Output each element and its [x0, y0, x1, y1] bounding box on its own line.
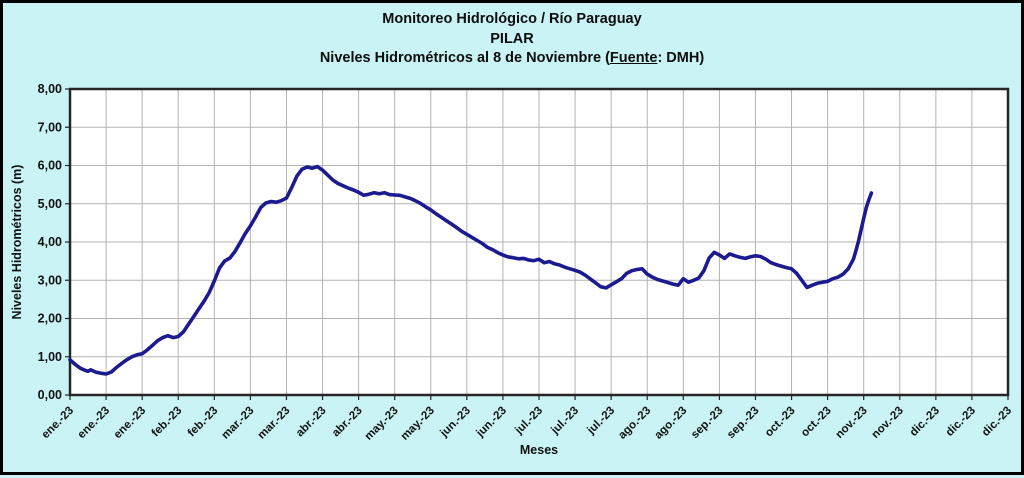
x-tick-label: feb.-23 [150, 405, 185, 440]
x-tick-label: oct.-23 [799, 405, 834, 440]
y-tick-label: 5,00 [38, 197, 62, 211]
y-tick-label: 0,00 [38, 388, 62, 402]
x-tick-label: jul.-23 [549, 405, 582, 438]
level-line [68, 164, 874, 376]
x-tick-label: dic.-23 [908, 405, 942, 439]
x-tick-label: mar.-23 [256, 405, 293, 442]
x-tick-label: abr.-23 [330, 405, 365, 440]
x-tick-label: sep.-23 [725, 405, 762, 442]
y-tick-label: 3,00 [38, 273, 62, 287]
x-tick-label: ene.-23 [40, 405, 77, 442]
y-axis-title: Niveles Hidrométricos (m) [10, 165, 24, 320]
x-tick-label: ene.-23 [112, 405, 149, 442]
x-tick-label: nov.-23 [870, 405, 906, 441]
chart-header: Monitoreo Hidrológico / Río Paraguay PIL… [3, 10, 1021, 69]
x-axis-title: Meses [520, 443, 558, 457]
source-prefix: Niveles Hidrométricos al 8 de Noviembre … [319, 50, 610, 66]
chart-title: Monitoreo Hidrológico / Río Paraguay [382, 11, 642, 27]
y-tick-label: 7,00 [38, 120, 62, 134]
y-tick-label: 2,00 [38, 312, 62, 326]
x-tick-label: ago.-23 [652, 405, 689, 442]
x-tick-label: abr.-23 [294, 405, 329, 440]
x-tick-label: may.-23 [399, 405, 437, 443]
x-tick-label: sep.-23 [689, 405, 726, 442]
line-chart: 0,00 1,00 2,00 3,00 4,00 5,00 6,00 7,00 8,00 ene.… [10, 82, 1014, 457]
x-tick-label: may.-23 [363, 405, 401, 443]
x-tick-label: feb.-23 [186, 405, 221, 440]
x-tick-label: mar.-23 [220, 405, 257, 442]
x-tick-label: dic.-23 [980, 405, 1014, 439]
x-tick-label: jul.-23 [585, 405, 618, 438]
y-tick-label: 1,00 [38, 350, 62, 364]
y-tick-label: 4,00 [38, 235, 62, 249]
x-tick-label: jul.-23 [512, 405, 545, 438]
x-tick-label: dic.-23 [944, 405, 978, 439]
source-label: Fuente [609, 50, 658, 66]
plot-frame [68, 87, 1010, 397]
x-tick-label: oct.-23 [763, 405, 798, 440]
y-tick-label: 8,00 [38, 82, 62, 96]
chart-source-line: Niveles Hidrométricos al 8 de Noviembre … [3, 49, 1021, 69]
source-suffix: : DMH) [657, 50, 705, 66]
x-tick-label: ene.-23 [76, 405, 113, 442]
x-tick-label: jun.-23 [474, 405, 509, 440]
x-tick-label: ago.-23 [616, 405, 653, 442]
chart-station: PILAR [490, 30, 534, 47]
y-tick-label: 6,00 [38, 159, 62, 173]
x-tick-label: nov.-23 [833, 405, 869, 441]
x-tick-label: jun.-23 [438, 405, 473, 440]
